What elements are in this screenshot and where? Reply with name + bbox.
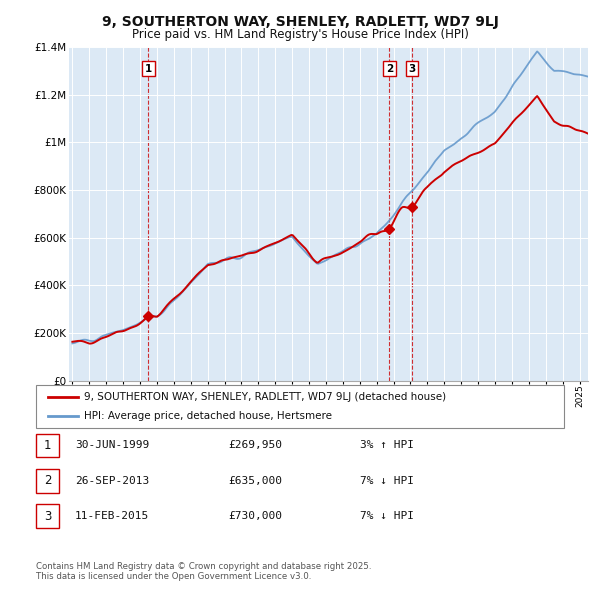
Text: 1: 1 <box>44 439 51 452</box>
Text: 3: 3 <box>44 510 51 523</box>
Text: 9, SOUTHERTON WAY, SHENLEY, RADLETT, WD7 9LJ (detached house): 9, SOUTHERTON WAY, SHENLEY, RADLETT, WD7… <box>84 392 446 402</box>
Text: 7% ↓ HPI: 7% ↓ HPI <box>360 512 414 521</box>
Text: 30-JUN-1999: 30-JUN-1999 <box>75 441 149 450</box>
Text: HPI: Average price, detached house, Hertsmere: HPI: Average price, detached house, Hert… <box>84 411 332 421</box>
Text: 3: 3 <box>409 64 416 74</box>
Text: £269,950: £269,950 <box>228 441 282 450</box>
Text: Contains HM Land Registry data © Crown copyright and database right 2025.
This d: Contains HM Land Registry data © Crown c… <box>36 562 371 581</box>
Text: 11-FEB-2015: 11-FEB-2015 <box>75 512 149 521</box>
Text: 3% ↑ HPI: 3% ↑ HPI <box>360 441 414 450</box>
Text: £730,000: £730,000 <box>228 512 282 521</box>
Text: Price paid vs. HM Land Registry's House Price Index (HPI): Price paid vs. HM Land Registry's House … <box>131 28 469 41</box>
Text: £635,000: £635,000 <box>228 476 282 486</box>
Text: 1: 1 <box>145 64 152 74</box>
Text: 26-SEP-2013: 26-SEP-2013 <box>75 476 149 486</box>
Text: 9, SOUTHERTON WAY, SHENLEY, RADLETT, WD7 9LJ: 9, SOUTHERTON WAY, SHENLEY, RADLETT, WD7… <box>101 15 499 29</box>
Text: 7% ↓ HPI: 7% ↓ HPI <box>360 476 414 486</box>
Text: 2: 2 <box>44 474 51 487</box>
Text: 2: 2 <box>386 64 393 74</box>
